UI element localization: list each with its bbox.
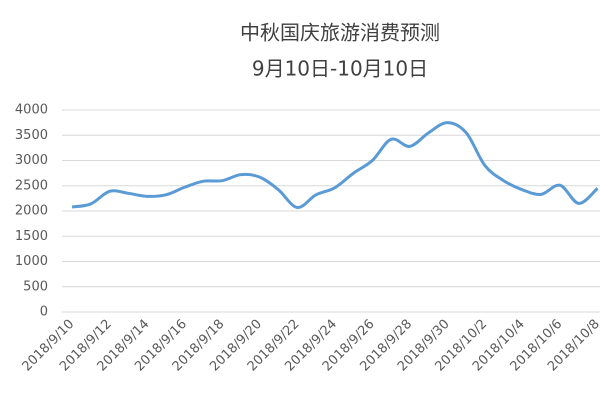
- y-tick-label: 1000: [15, 254, 48, 269]
- chart-title: 中秋国庆旅游消费预测: [240, 21, 440, 45]
- chart-subtitle: 9月10日-10月10日: [252, 57, 428, 81]
- y-tick-label: 1500: [15, 229, 48, 244]
- y-tick-label: 3500: [15, 128, 48, 143]
- y-tick-label: 500: [23, 279, 48, 294]
- y-tick-label: 4000: [15, 103, 48, 118]
- y-tick-label: 2500: [15, 178, 48, 193]
- y-tick-label: 2000: [15, 204, 48, 219]
- y-tick-label: 0: [40, 305, 48, 320]
- y-tick-label: 3000: [15, 153, 48, 168]
- data-line: [71, 121, 599, 209]
